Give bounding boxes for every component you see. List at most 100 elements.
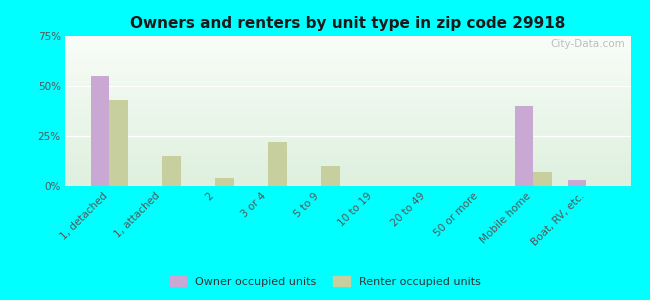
Bar [65, 107, 630, 108]
Bar [65, 93, 630, 94]
Bar [65, 67, 630, 68]
Bar [65, 72, 630, 73]
Bar [65, 111, 630, 112]
Bar [65, 176, 630, 177]
Bar [65, 84, 630, 85]
Bar [567, 180, 586, 186]
Bar [65, 136, 630, 137]
Bar [65, 65, 630, 66]
Bar [65, 174, 630, 175]
Bar [65, 74, 630, 75]
Bar [65, 114, 630, 115]
Bar [65, 181, 630, 182]
Bar [65, 123, 630, 124]
Bar [65, 48, 630, 49]
Bar [65, 78, 630, 79]
Bar [65, 50, 630, 51]
Bar [65, 171, 630, 172]
Bar [65, 157, 630, 158]
Bar [65, 132, 630, 133]
Bar [65, 82, 630, 83]
Bar [65, 131, 630, 132]
Bar [65, 58, 630, 59]
Bar [65, 89, 630, 90]
Bar [65, 110, 630, 111]
Bar [65, 104, 630, 105]
Bar [65, 83, 630, 84]
Bar [65, 118, 630, 119]
Bar [65, 82, 630, 83]
Bar [65, 180, 630, 181]
Bar [65, 169, 630, 170]
Bar [65, 121, 630, 122]
Bar [65, 73, 630, 74]
Bar [65, 75, 630, 76]
Bar [65, 124, 630, 125]
Bar [65, 63, 630, 64]
Bar [65, 53, 630, 54]
Bar [65, 158, 630, 159]
Bar [65, 150, 630, 151]
Bar [65, 59, 630, 60]
Bar [65, 55, 630, 56]
Bar [65, 113, 630, 114]
Bar [65, 178, 630, 179]
Bar [65, 36, 630, 37]
Bar [65, 149, 630, 150]
Bar [321, 166, 340, 186]
Bar [65, 173, 630, 174]
Bar [65, 77, 630, 78]
Bar [65, 109, 630, 110]
Bar [65, 128, 630, 129]
Bar [65, 133, 630, 134]
Bar [65, 134, 630, 135]
Bar [65, 40, 630, 41]
Bar [65, 146, 630, 147]
Bar [65, 127, 630, 128]
Bar [268, 142, 287, 186]
Bar [65, 38, 630, 39]
Bar [65, 170, 630, 171]
Bar [65, 49, 630, 50]
Bar [91, 76, 109, 186]
Bar [65, 46, 630, 47]
Bar [65, 95, 630, 96]
Bar [65, 156, 630, 157]
Bar [65, 101, 630, 102]
Bar [65, 44, 630, 45]
Bar [65, 54, 630, 55]
Bar [65, 60, 630, 61]
Bar [65, 102, 630, 103]
Bar [65, 145, 630, 146]
Bar [65, 88, 630, 89]
Bar [65, 117, 630, 118]
Bar [65, 100, 630, 101]
Bar [65, 81, 630, 82]
Bar [65, 103, 630, 104]
Title: Owners and renters by unit type in zip code 29918: Owners and renters by unit type in zip c… [130, 16, 566, 31]
Bar [65, 100, 630, 101]
Bar [65, 172, 630, 173]
Bar [65, 112, 630, 113]
Bar [65, 51, 630, 52]
Bar [65, 154, 630, 155]
Bar [65, 94, 630, 95]
Bar [65, 37, 630, 38]
Bar [65, 142, 630, 143]
Bar [109, 100, 128, 186]
Bar [533, 172, 552, 186]
Bar [65, 162, 630, 163]
Bar [65, 91, 630, 92]
Bar [65, 129, 630, 130]
Bar [65, 151, 630, 152]
Bar [65, 175, 630, 176]
Bar [65, 85, 630, 86]
Bar [65, 45, 630, 46]
Bar [65, 64, 630, 65]
Bar [65, 52, 630, 53]
Bar [65, 39, 630, 40]
Bar [65, 183, 630, 184]
Bar [65, 169, 630, 170]
Bar [65, 85, 630, 86]
Legend: Owner occupied units, Renter occupied units: Owner occupied units, Renter occupied un… [165, 272, 485, 291]
